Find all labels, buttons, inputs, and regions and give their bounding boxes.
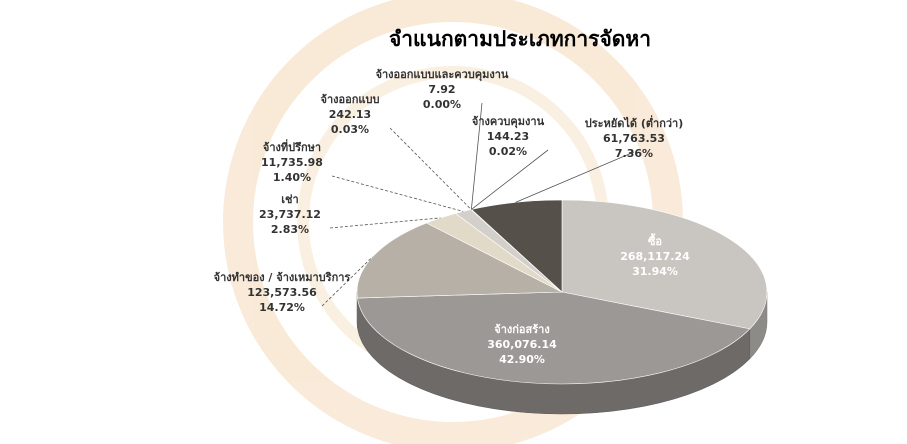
percent-label: 0.02% [489,145,527,158]
value-label: 242.13 [329,108,371,121]
value-label: 23,737.12 [259,208,321,221]
value-label: 61,763.53 [603,132,665,145]
percent-label: 1.40% [273,171,311,184]
slice-label: จ้างออกแบบและควบคุมงาน [376,68,509,82]
value-label: 268,117.24 [620,250,690,263]
slice-label: ซื้อ [648,233,662,248]
chart: จำแนกตามประเภทการจัดหา ซื้อ 268,117.24 31.… [0,0,907,444]
value-label: 144.23 [487,130,529,143]
percent-label: 0.03% [331,123,369,136]
slice-label: ประหยัดได้ (ต่ำกว่า) [585,115,684,130]
percent-label: 14.72% [259,301,305,314]
slice-label: จ้างก่อสร้าง [494,323,549,336]
slice-label: จ้างทำของ / จ้างเหมาบริการ [214,271,351,284]
slice-label: จ้างที่ปรึกษา [263,139,321,154]
value-label: 123,573.56 [247,286,317,299]
percent-label: 0.00% [423,98,461,111]
value-label: 11,735.98 [261,156,323,169]
percent-label: 42.90% [499,353,545,366]
chart-title: จำแนกตามประเภทการจัดหา [389,27,651,51]
percent-label: 31.94% [632,265,678,278]
value-label: 360,076.14 [487,338,557,351]
slice-label: เช่า [281,193,298,206]
slice-label: จ้างควบคุมงาน [472,115,545,129]
slice-label: จ้างออกแบบ [321,93,380,106]
value-label: 7.92 [428,83,455,96]
percent-label: 7.36% [615,147,653,160]
leader-line [390,128,471,210]
percent-label: 2.83% [271,223,309,236]
